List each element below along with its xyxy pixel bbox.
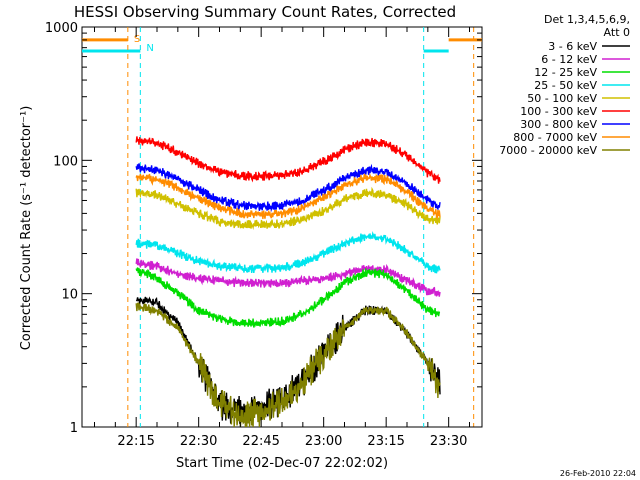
legend-label-5: 100 - 300 keV xyxy=(520,105,597,118)
legend-label-7: 800 - 7000 keV xyxy=(513,131,597,144)
marker-label-s: S xyxy=(134,34,140,45)
axes: 1 10 100 1000 22:15 22:30 22:45 23:00 23:15 23:30 xyxy=(45,21,482,449)
chart-title: HESSI Observing Summary Count Rates, Cor… xyxy=(74,3,456,21)
legend-header-2: Att 0 xyxy=(604,26,630,39)
series-line-3 xyxy=(135,231,441,274)
y-axis-label: Corrected Count Rate (s⁻¹ detector⁻¹) xyxy=(19,106,34,351)
y-tick-label-3: 1000 xyxy=(45,21,78,36)
x-tick-label-3: 23:00 xyxy=(305,434,342,449)
y-tick-label-0: 1 xyxy=(70,421,78,436)
series-2 xyxy=(135,267,441,328)
x-tick-label-5: 23:30 xyxy=(430,434,467,449)
legend-label-3: 25 - 50 keV xyxy=(534,79,597,92)
legend-header-1: Det 1,3,4,5,6,9, xyxy=(544,13,630,26)
series-line-4 xyxy=(135,186,441,230)
legend-label-6: 300 - 800 keV xyxy=(520,118,597,131)
x-tick-label-0: 22:15 xyxy=(117,434,154,449)
series-5 xyxy=(135,136,441,184)
x-tick-label-1: 22:30 xyxy=(180,434,217,449)
timestamp: 26-Feb-2010 22:04 xyxy=(560,469,636,478)
series-line-7 xyxy=(135,173,441,221)
legend-label-8: 7000 - 20000 keV xyxy=(499,144,597,157)
series-4 xyxy=(135,186,441,230)
series-line-2 xyxy=(135,267,441,328)
series-line-8 xyxy=(135,302,441,428)
x-tick-label-2: 22:45 xyxy=(242,434,279,449)
series-3 xyxy=(135,231,441,274)
legend-label-4: 50 - 100 keV xyxy=(527,92,597,105)
series-line-1 xyxy=(135,258,441,297)
series-6 xyxy=(135,163,441,213)
x-axis-label: Start Time (02-Dec-07 22:02:02) xyxy=(176,456,388,471)
y-tick-label-1: 10 xyxy=(61,288,78,303)
legend-label-0: 3 - 6 keV xyxy=(548,40,597,53)
legend-label-1: 6 - 12 keV xyxy=(541,53,597,66)
legend-label-2: 12 - 25 keV xyxy=(534,66,597,79)
series-line-6 xyxy=(135,163,441,213)
x-tick-label-4: 23:15 xyxy=(367,434,404,449)
plot-area: SN xyxy=(82,27,482,428)
marker-label-n: N xyxy=(146,43,153,54)
y-tick-label-2: 100 xyxy=(53,154,78,169)
series-1 xyxy=(135,258,441,297)
series-8 xyxy=(135,302,441,428)
series-line-5 xyxy=(135,136,441,184)
series-7 xyxy=(135,173,441,221)
